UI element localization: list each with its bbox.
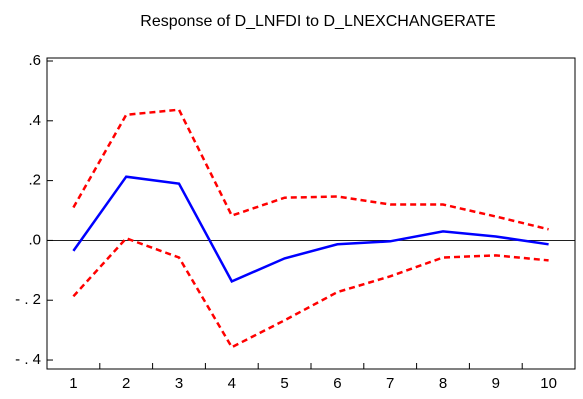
series-line — [72, 175, 549, 284]
x-tick-label: 3 — [175, 375, 183, 392]
x-tick-label: 8 — [439, 375, 447, 392]
x-tick-label: 1 — [69, 375, 77, 392]
y-tick-label: .0 — [28, 231, 41, 248]
x-tick-label: 10 — [540, 375, 557, 392]
series-line — [72, 236, 549, 349]
x-tick-label: 9 — [492, 375, 500, 392]
plot-frame — [46, 57, 576, 370]
y-tick-label: - . 4 — [15, 351, 41, 368]
y-tick-label: .6 — [28, 52, 41, 69]
x-tick-label: 7 — [386, 375, 394, 392]
y-tick-label: .4 — [28, 112, 41, 129]
x-tick-label: 6 — [333, 375, 341, 392]
x-tick-label: 5 — [280, 375, 288, 392]
series-line — [72, 108, 549, 231]
chart-title: Response of D_LNFDI to D_LNEXCHANGERATE — [140, 13, 495, 30]
x-tick-label: 4 — [228, 375, 236, 392]
y-tick-label: - . 2 — [15, 291, 41, 308]
y-tick-label: .2 — [28, 172, 41, 189]
x-tick-label: 2 — [122, 375, 130, 392]
